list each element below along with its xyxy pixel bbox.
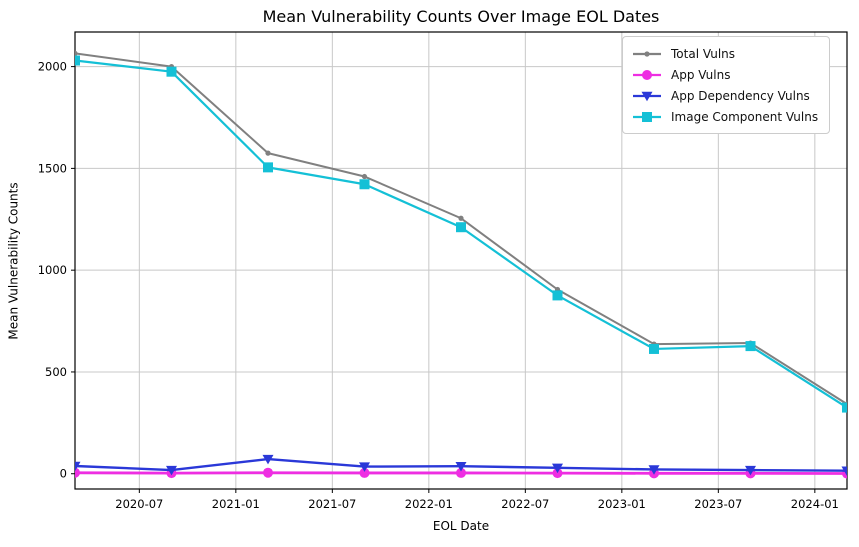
tick-labels: 2020-07 2021-01 2021-07 2022-01 2022-07 2023-… bbox=[38, 60, 839, 511]
marker-image-component-vulns bbox=[263, 162, 273, 173]
legend-item-app-vulns: App Vulns bbox=[632, 64, 818, 85]
line-marker-icon bbox=[632, 67, 662, 83]
marker-image-component-vulns bbox=[456, 222, 466, 233]
marker-total-vulns bbox=[361, 173, 368, 180]
x-tick-label: 2024-01 bbox=[791, 497, 839, 511]
legend-marker-app-vulns bbox=[642, 69, 652, 80]
legend-label: Total Vulns bbox=[671, 46, 736, 61]
legend-label: App Dependency Vulns bbox=[671, 88, 810, 103]
line-marker-icon bbox=[632, 46, 662, 62]
marker-image-component-vulns bbox=[166, 66, 177, 77]
marker-total-vulns bbox=[265, 150, 271, 156]
x-tick-label: 2020-07 bbox=[115, 497, 163, 511]
tick-marks bbox=[71, 66, 816, 493]
line-marker-icon bbox=[632, 109, 662, 125]
y-tick-label: 1000 bbox=[38, 263, 67, 277]
legend-label: App Vulns bbox=[671, 67, 731, 82]
marker-app-dependency-vulns bbox=[745, 465, 756, 476]
legend-marker-app-dependency-vulns bbox=[641, 91, 653, 101]
marker-total-vulns bbox=[75, 50, 78, 56]
marker-image-component-vulns bbox=[649, 343, 659, 354]
y-axis-label: Mean Vulnerability Counts bbox=[7, 181, 21, 340]
y-tick-label: 0 bbox=[60, 467, 67, 481]
legend: Total Vulns App Vulns App Dependency Vul… bbox=[622, 36, 831, 134]
series-group bbox=[75, 50, 847, 479]
marker-image-component-vulns bbox=[842, 402, 847, 413]
line-marker-icon bbox=[632, 88, 662, 104]
marker-app-dependency-vulns bbox=[166, 465, 177, 476]
y-tick-label: 500 bbox=[45, 365, 67, 379]
x-tick-label: 2022-07 bbox=[501, 497, 549, 511]
legend-marker-total-vulns bbox=[644, 50, 650, 57]
x-tick-label: 2023-01 bbox=[598, 497, 646, 511]
legend-item-image-component-vulns: Image Component Vulns bbox=[632, 106, 818, 127]
marker-app-dependency-vulns bbox=[262, 454, 274, 465]
x-axis-label: EOL Date bbox=[432, 519, 490, 533]
marker-app-dependency-vulns bbox=[841, 466, 847, 476]
marker-app-vulns bbox=[359, 467, 370, 478]
marker-app-vulns bbox=[456, 467, 466, 478]
x-tick-label: 2022-01 bbox=[405, 497, 453, 511]
marker-image-component-vulns bbox=[552, 290, 563, 301]
marker-app-vulns bbox=[263, 467, 273, 478]
marker-app-dependency-vulns bbox=[455, 462, 467, 472]
marker-app-vulns bbox=[75, 467, 80, 478]
marker-image-component-vulns bbox=[359, 179, 370, 190]
y-tick-label: 2000 bbox=[38, 60, 67, 74]
marker-app-dependency-vulns bbox=[359, 462, 370, 472]
y-tick-label: 1500 bbox=[38, 161, 67, 175]
legend-marker-image-component-vulns bbox=[642, 111, 652, 122]
plot-border bbox=[74, 31, 848, 490]
marker-app-dependency-vulns bbox=[648, 465, 660, 475]
chart-title: Mean Vulnerability Counts Over Image EOL… bbox=[262, 7, 660, 26]
legend-item-app-dependency-vulns: App Dependency Vulns bbox=[632, 85, 818, 106]
marker-app-dependency-vulns bbox=[75, 461, 81, 472]
marker-total-vulns bbox=[458, 215, 464, 221]
marker-image-component-vulns bbox=[745, 341, 756, 352]
x-tick-label: 2021-07 bbox=[308, 497, 356, 511]
x-tick-label: 2023-07 bbox=[694, 497, 742, 511]
marker-app-dependency-vulns bbox=[552, 463, 563, 474]
legend-item-total-vulns: Total Vulns bbox=[632, 43, 818, 64]
marker-image-component-vulns bbox=[75, 55, 80, 66]
legend-label: Image Component Vulns bbox=[671, 109, 819, 124]
x-tick-label: 2021-01 bbox=[212, 497, 260, 511]
